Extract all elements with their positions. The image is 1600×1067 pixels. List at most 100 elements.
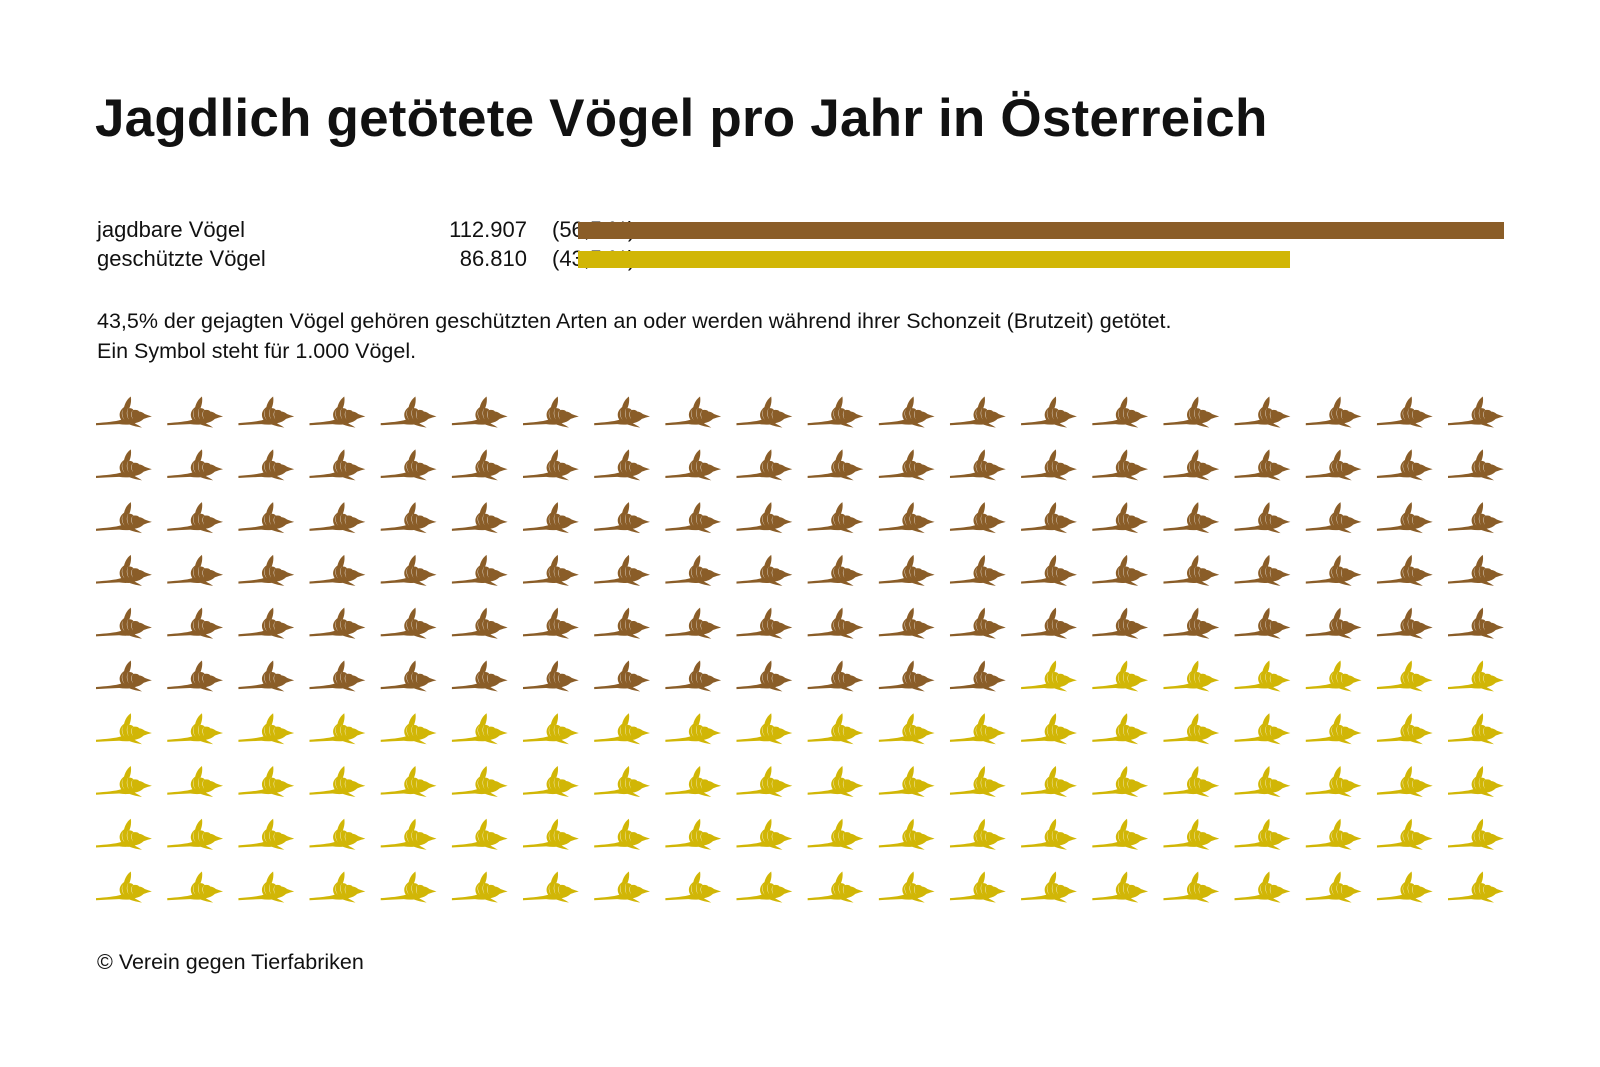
bird-icon-geschuetzt [1305, 660, 1362, 692]
bird-icon-jagdbar [380, 607, 437, 639]
bird-icon-geschuetzt [594, 713, 650, 745]
bird-icon-jagdbar [736, 449, 793, 481]
bird-icon-jagdbar [451, 396, 508, 428]
bird-icon-geschuetzt [1305, 765, 1362, 798]
bird-icon-geschuetzt [1092, 765, 1149, 798]
bird-icon-geschuetzt [1234, 818, 1291, 850]
bird-icon-jagdbar [594, 554, 650, 586]
bird-icon-jagdbar [1376, 396, 1433, 428]
bird-icon-geschuetzt [1021, 818, 1077, 850]
bird-icon-geschuetzt [665, 818, 722, 850]
bird-icon-geschuetzt [451, 765, 508, 798]
bird-icon-geschuetzt [1163, 765, 1220, 798]
bird-icon-jagdbar [1163, 449, 1220, 481]
legend-label-jagdbar: jagdbare Vögel [97, 217, 246, 242]
bird-icon-jagdbar [1163, 502, 1220, 534]
bird-icon-jagdbar [167, 449, 224, 481]
bird-icon-jagdbar [96, 607, 152, 639]
bird-icon-jagdbar [309, 449, 366, 481]
bird-icon-jagdbar [167, 554, 224, 586]
bar-jagdbar [578, 222, 1504, 239]
bird-icon-jagdbar [878, 502, 935, 534]
credit: © Verein gegen Tierfabriken [97, 950, 364, 974]
bird-icon-geschuetzt [380, 818, 437, 850]
bird-icon-jagdbar [736, 554, 793, 586]
bird-icon-jagdbar [1021, 502, 1077, 534]
bird-icon-geschuetzt [807, 818, 864, 850]
bird-icon-geschuetzt [665, 871, 722, 903]
bird-icon-jagdbar [665, 449, 722, 481]
bird-icon-jagdbar [238, 502, 295, 534]
bird-icon-jagdbar [522, 660, 579, 692]
bird-icon-geschuetzt [1092, 871, 1149, 903]
bird-icon-jagdbar [1163, 607, 1220, 639]
bird-icon-jagdbar [878, 396, 935, 428]
bird-icon-geschuetzt [380, 713, 437, 745]
bird-icon-jagdbar [594, 396, 650, 428]
bird-icon-jagdbar [949, 449, 1006, 481]
bird-icon-jagdbar [167, 660, 224, 692]
bird-icon-jagdbar [878, 449, 935, 481]
bird-icon-jagdbar [878, 660, 935, 692]
bird-icon-jagdbar [451, 554, 508, 586]
bird-icon-geschuetzt [1448, 818, 1504, 850]
bird-icon-jagdbar [1021, 554, 1077, 586]
bar-track-geschuetzt [578, 251, 1504, 268]
bird-icon-geschuetzt [380, 765, 437, 798]
bird-icon-geschuetzt [949, 765, 1006, 798]
bird-icon-jagdbar [949, 660, 1006, 692]
bird-icon-geschuetzt [1376, 765, 1433, 798]
bird-icon-geschuetzt [451, 818, 508, 850]
bird-icon-geschuetzt [807, 871, 864, 903]
bird-icon-geschuetzt [1021, 713, 1077, 745]
bird-icon-geschuetzt [1163, 818, 1220, 850]
bird-icon-jagdbar [96, 660, 152, 692]
bird-icon-jagdbar [1234, 607, 1291, 639]
bird-icon-geschuetzt [665, 765, 722, 798]
bird-icon-jagdbar [380, 502, 437, 534]
bird-icon-jagdbar [1092, 502, 1149, 534]
bird-icon-jagdbar [949, 396, 1006, 428]
bird-icon-jagdbar [949, 607, 1006, 639]
bird-icon-geschuetzt [380, 871, 437, 903]
bird-icon-geschuetzt [167, 818, 224, 850]
bird-icon-jagdbar [1092, 449, 1149, 481]
bird-icon-jagdbar [522, 554, 579, 586]
bird-icon-jagdbar [380, 554, 437, 586]
bird-icon-jagdbar [238, 660, 295, 692]
bird-icon-geschuetzt [167, 765, 224, 798]
bird-icon-geschuetzt [522, 818, 579, 850]
bird-icon-jagdbar [949, 554, 1006, 586]
bird-icon-geschuetzt [1021, 765, 1077, 798]
bird-icon-geschuetzt [1448, 765, 1504, 798]
bird-icon-jagdbar [1163, 396, 1220, 428]
bird-icon-jagdbar [451, 449, 508, 481]
bird-icon-geschuetzt [665, 713, 722, 745]
bird-icon-geschuetzt [1376, 660, 1433, 692]
legend-row-jagdbar: jagdbare Vögel 112.907 (56,5 %) [97, 215, 1507, 245]
bird-icon-geschuetzt [96, 713, 152, 745]
bird-icon-geschuetzt [1021, 660, 1077, 692]
bird-icon-geschuetzt [1163, 871, 1220, 903]
bird-icon-jagdbar [522, 449, 579, 481]
bird-icon-jagdbar [1376, 449, 1433, 481]
bird-icon-geschuetzt [1021, 871, 1077, 903]
bird-icon-jagdbar [1376, 502, 1433, 534]
bird-pictogram-grid [96, 396, 1504, 903]
bird-icon-geschuetzt [96, 871, 152, 903]
bird-icon-jagdbar [594, 502, 650, 534]
bird-icon-geschuetzt [238, 871, 295, 903]
bird-icon-geschuetzt [238, 713, 295, 745]
bird-icon-jagdbar [96, 554, 152, 586]
bird-icon-jagdbar [309, 396, 366, 428]
bird-icon-geschuetzt [167, 871, 224, 903]
bird-icon-jagdbar [1021, 607, 1077, 639]
bird-icon-geschuetzt [1163, 660, 1220, 692]
bird-icon-jagdbar [380, 449, 437, 481]
bird-icon-geschuetzt [1092, 713, 1149, 745]
bird-icon-jagdbar [1448, 502, 1504, 534]
bird-icon-jagdbar [451, 660, 508, 692]
bird-icon-jagdbar [807, 396, 864, 428]
bird-icon-jagdbar [594, 607, 650, 639]
bird-icon-jagdbar [522, 396, 579, 428]
